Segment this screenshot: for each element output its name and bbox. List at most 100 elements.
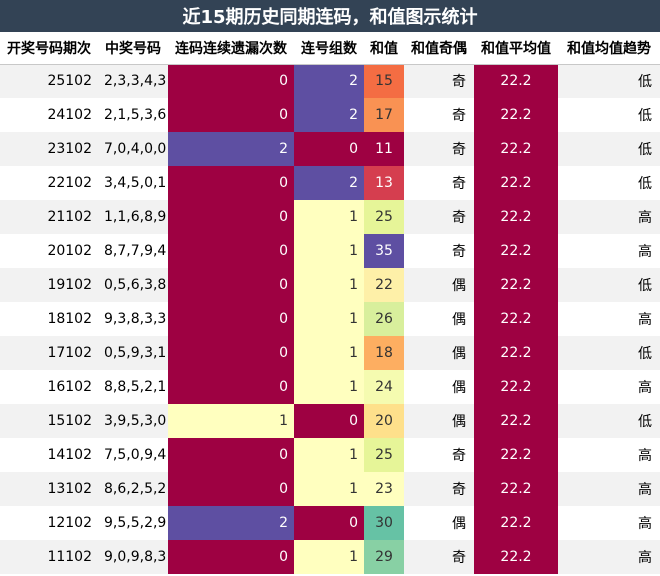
trend-cell: 低	[558, 64, 660, 98]
avg-cell: 22.2	[474, 166, 558, 200]
numbers-cell: 3,4,5,0,1	[98, 166, 168, 200]
avg-cell: 22.2	[474, 132, 558, 166]
trend-cell: 低	[558, 404, 660, 438]
sum-cell: 17	[364, 98, 404, 132]
trend-cell: 高	[558, 540, 660, 574]
header-numbers: 中奖号码	[98, 32, 168, 65]
numbers-cell: 9,0,9,8,3	[98, 540, 168, 574]
miss-cell: 0	[168, 166, 294, 200]
numbers-cell: 9,3,8,3,3	[98, 302, 168, 336]
parity-cell: 偶	[404, 370, 474, 404]
miss-cell: 0	[168, 336, 294, 370]
parity-cell: 偶	[404, 336, 474, 370]
miss-cell: 0	[168, 268, 294, 302]
groups-cell: 1	[294, 370, 364, 404]
sum-cell: 22	[364, 268, 404, 302]
groups-cell: 1	[294, 438, 364, 472]
parity-cell: 偶	[404, 268, 474, 302]
page-title: 近15期历史同期连码，和值图示统计	[0, 0, 660, 32]
miss-cell: 0	[168, 438, 294, 472]
sum-cell: 13	[364, 166, 404, 200]
miss-cell: 1	[168, 404, 294, 438]
table-row: 12102 9,5,5,2,9 2 0 30 偶 22.2 高	[0, 506, 660, 540]
header-avg: 和值平均值	[474, 32, 558, 65]
avg-cell: 22.2	[474, 404, 558, 438]
sum-cell: 18	[364, 336, 404, 370]
table-row: 22102 3,4,5,0,1 0 2 13 奇 22.2 低	[0, 166, 660, 200]
avg-cell: 22.2	[474, 234, 558, 268]
avg-cell: 22.2	[474, 302, 558, 336]
table-row: 16102 8,8,5,2,1 0 1 24 偶 22.2 高	[0, 370, 660, 404]
avg-cell: 22.2	[474, 98, 558, 132]
numbers-cell: 0,5,6,3,8	[98, 268, 168, 302]
groups-cell: 2	[294, 64, 364, 98]
avg-cell: 22.2	[474, 506, 558, 540]
groups-cell: 1	[294, 234, 364, 268]
sum-cell: 35	[364, 234, 404, 268]
parity-cell: 偶	[404, 506, 474, 540]
trend-cell: 高	[558, 200, 660, 234]
trend-cell: 低	[558, 132, 660, 166]
miss-cell: 0	[168, 200, 294, 234]
numbers-cell: 3,9,5,3,0	[98, 404, 168, 438]
miss-cell: 0	[168, 540, 294, 574]
numbers-cell: 2,1,5,3,6	[98, 98, 168, 132]
parity-cell: 偶	[404, 404, 474, 438]
sum-cell: 29	[364, 540, 404, 574]
numbers-cell: 8,8,5,2,1	[98, 370, 168, 404]
sum-cell: 24	[364, 370, 404, 404]
miss-cell: 2	[168, 132, 294, 166]
groups-cell: 1	[294, 472, 364, 506]
avg-cell: 22.2	[474, 370, 558, 404]
avg-cell: 22.2	[474, 268, 558, 302]
table-row: 21102 1,1,6,8,9 0 1 25 奇 22.2 高	[0, 200, 660, 234]
trend-cell: 高	[558, 370, 660, 404]
groups-cell: 1	[294, 200, 364, 234]
stats-table: 开奖号码期次 中奖号码 连码连续遗漏次数 连号组数 和值 和值奇偶 和值平均值 …	[0, 32, 660, 574]
header-miss: 连码连续遗漏次数	[168, 32, 294, 65]
trend-cell: 低	[558, 336, 660, 370]
avg-cell: 22.2	[474, 438, 558, 472]
trend-cell: 高	[558, 506, 660, 540]
issue-cell: 12102	[0, 506, 98, 540]
table-body: 25102 2,3,3,4,3 0 2 15 奇 22.2 低 24102 2,1,5,3,6 0 2…	[0, 64, 660, 574]
table-row: 24102 2,1,5,3,6 0 2 17 奇 22.2 低	[0, 98, 660, 132]
avg-cell: 22.2	[474, 336, 558, 370]
table-row: 14102 7,5,0,9,4 0 1 25 奇 22.2 高	[0, 438, 660, 472]
issue-cell: 21102	[0, 200, 98, 234]
miss-cell: 0	[168, 234, 294, 268]
sum-cell: 15	[364, 64, 404, 98]
numbers-cell: 1,1,6,8,9	[98, 200, 168, 234]
table-row: 17102 0,5,9,3,1 0 1 18 偶 22.2 低	[0, 336, 660, 370]
parity-cell: 奇	[404, 540, 474, 574]
avg-cell: 22.2	[474, 540, 558, 574]
header-groups: 连号组数	[294, 32, 364, 65]
sum-cell: 26	[364, 302, 404, 336]
trend-cell: 高	[558, 234, 660, 268]
table-header-row: 开奖号码期次 中奖号码 连码连续遗漏次数 连号组数 和值 和值奇偶 和值平均值 …	[0, 32, 660, 65]
table-row: 15102 3,9,5,3,0 1 0 20 偶 22.2 低	[0, 404, 660, 438]
miss-cell: 0	[168, 64, 294, 98]
numbers-cell: 9,5,5,2,9	[98, 506, 168, 540]
header-trend: 和值均值趋势	[558, 32, 660, 65]
sum-cell: 25	[364, 200, 404, 234]
miss-cell: 0	[168, 98, 294, 132]
parity-cell: 奇	[404, 166, 474, 200]
numbers-cell: 8,6,2,5,2	[98, 472, 168, 506]
numbers-cell: 7,0,4,0,0	[98, 132, 168, 166]
issue-cell: 20102	[0, 234, 98, 268]
parity-cell: 偶	[404, 302, 474, 336]
groups-cell: 1	[294, 540, 364, 574]
issue-cell: 25102	[0, 64, 98, 98]
parity-cell: 奇	[404, 234, 474, 268]
trend-cell: 低	[558, 268, 660, 302]
table-row: 23102 7,0,4,0,0 2 0 11 奇 22.2 低	[0, 132, 660, 166]
groups-cell: 1	[294, 302, 364, 336]
header-parity: 和值奇偶	[404, 32, 474, 65]
numbers-cell: 0,5,9,3,1	[98, 336, 168, 370]
avg-cell: 22.2	[474, 472, 558, 506]
table-row: 11102 9,0,9,8,3 0 1 29 奇 22.2 高	[0, 540, 660, 574]
miss-cell: 0	[168, 370, 294, 404]
groups-cell: 2	[294, 166, 364, 200]
groups-cell: 0	[294, 506, 364, 540]
